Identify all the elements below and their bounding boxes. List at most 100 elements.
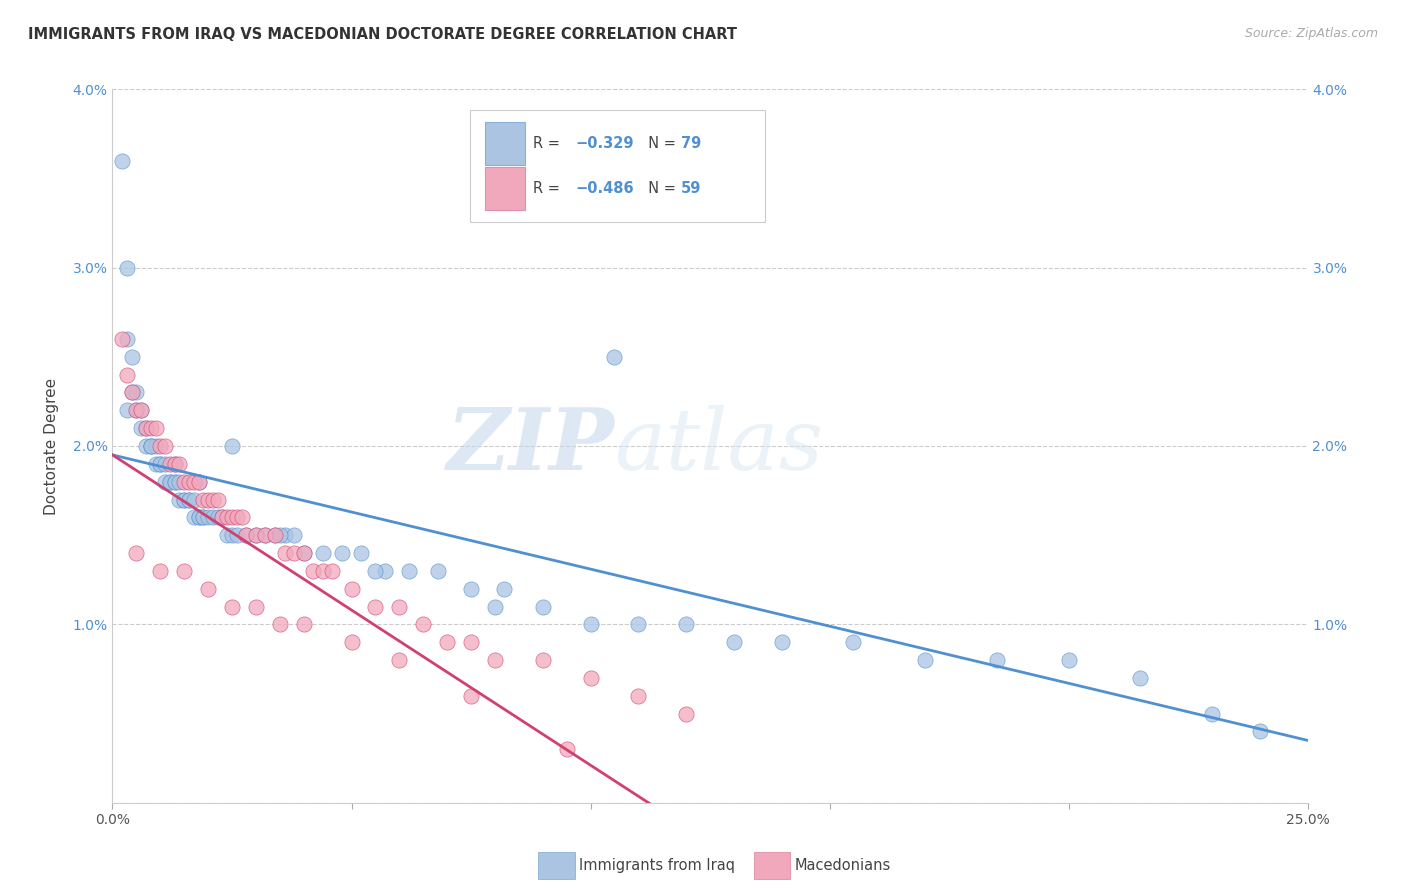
Text: ZIP: ZIP — [447, 404, 614, 488]
Point — [169, 492, 191, 507]
Text: R =: R = — [533, 136, 565, 151]
Point — [531, 653, 554, 667]
Point — [312, 564, 335, 578]
Point — [221, 528, 243, 542]
Point — [159, 457, 181, 471]
Point — [139, 439, 162, 453]
Point — [183, 492, 205, 507]
Text: atlas: atlas — [614, 405, 824, 487]
Point — [245, 599, 267, 614]
Point — [221, 510, 243, 524]
Point — [159, 475, 181, 489]
Point — [149, 439, 172, 453]
Text: N =: N = — [638, 136, 681, 151]
Text: Macedonians: Macedonians — [794, 858, 890, 872]
Text: −0.486: −0.486 — [575, 181, 634, 196]
Point — [111, 332, 134, 346]
Point — [153, 457, 176, 471]
Point — [125, 403, 148, 417]
Point — [675, 617, 697, 632]
Point — [436, 635, 458, 649]
Point — [283, 528, 305, 542]
Point — [235, 528, 257, 542]
Point — [494, 582, 516, 596]
Point — [145, 421, 167, 435]
Point — [1201, 706, 1223, 721]
Point — [675, 706, 697, 721]
Point — [207, 492, 229, 507]
Point — [842, 635, 865, 649]
Point — [531, 599, 554, 614]
Point — [129, 403, 152, 417]
Text: 79: 79 — [681, 136, 702, 151]
Point — [340, 582, 363, 596]
Point — [207, 510, 229, 524]
Point — [225, 510, 247, 524]
Point — [193, 510, 215, 524]
Point — [292, 546, 315, 560]
Point — [201, 510, 224, 524]
Point — [121, 350, 143, 364]
Point — [163, 457, 186, 471]
Point — [193, 510, 215, 524]
Point — [627, 689, 650, 703]
Point — [197, 510, 219, 524]
Point — [627, 617, 650, 632]
Point — [312, 546, 335, 560]
Point — [321, 564, 343, 578]
Point — [121, 385, 143, 400]
Point — [225, 528, 247, 542]
Point — [273, 528, 295, 542]
Point — [770, 635, 793, 649]
Point — [169, 475, 191, 489]
Point — [201, 492, 224, 507]
Point — [173, 492, 195, 507]
Point — [139, 439, 162, 453]
Point — [193, 492, 215, 507]
Point — [177, 475, 200, 489]
Point — [269, 528, 291, 542]
Point — [460, 689, 482, 703]
Point — [173, 564, 195, 578]
Point — [125, 385, 148, 400]
Point — [235, 528, 257, 542]
Point — [115, 332, 138, 346]
Point — [139, 421, 162, 435]
Point — [177, 492, 200, 507]
Point — [460, 582, 482, 596]
Point — [292, 546, 315, 560]
Text: IMMIGRANTS FROM IRAQ VS MACEDONIAN DOCTORATE DEGREE CORRELATION CHART: IMMIGRANTS FROM IRAQ VS MACEDONIAN DOCTO… — [28, 27, 737, 42]
Point — [187, 510, 209, 524]
Point — [169, 457, 191, 471]
Text: N =: N = — [638, 181, 681, 196]
Point — [153, 439, 176, 453]
Text: Source: ZipAtlas.com: Source: ZipAtlas.com — [1244, 27, 1378, 40]
Point — [269, 617, 291, 632]
Text: 59: 59 — [681, 181, 702, 196]
Point — [364, 599, 387, 614]
Point — [211, 510, 233, 524]
Point — [484, 599, 506, 614]
Point — [340, 635, 363, 649]
Point — [183, 510, 205, 524]
Point — [129, 421, 152, 435]
Point — [163, 475, 186, 489]
Point — [292, 617, 315, 632]
Point — [388, 599, 411, 614]
Point — [115, 368, 138, 382]
Point — [159, 475, 181, 489]
Point — [914, 653, 936, 667]
Point — [460, 635, 482, 649]
Point — [177, 492, 200, 507]
Point — [412, 617, 434, 632]
Point — [221, 599, 243, 614]
Point — [221, 439, 243, 453]
Point — [149, 457, 172, 471]
Point — [129, 403, 152, 417]
Point — [245, 528, 267, 542]
Point — [125, 403, 148, 417]
Point — [163, 457, 186, 471]
Point — [135, 421, 157, 435]
Point — [115, 260, 138, 275]
Point — [986, 653, 1008, 667]
